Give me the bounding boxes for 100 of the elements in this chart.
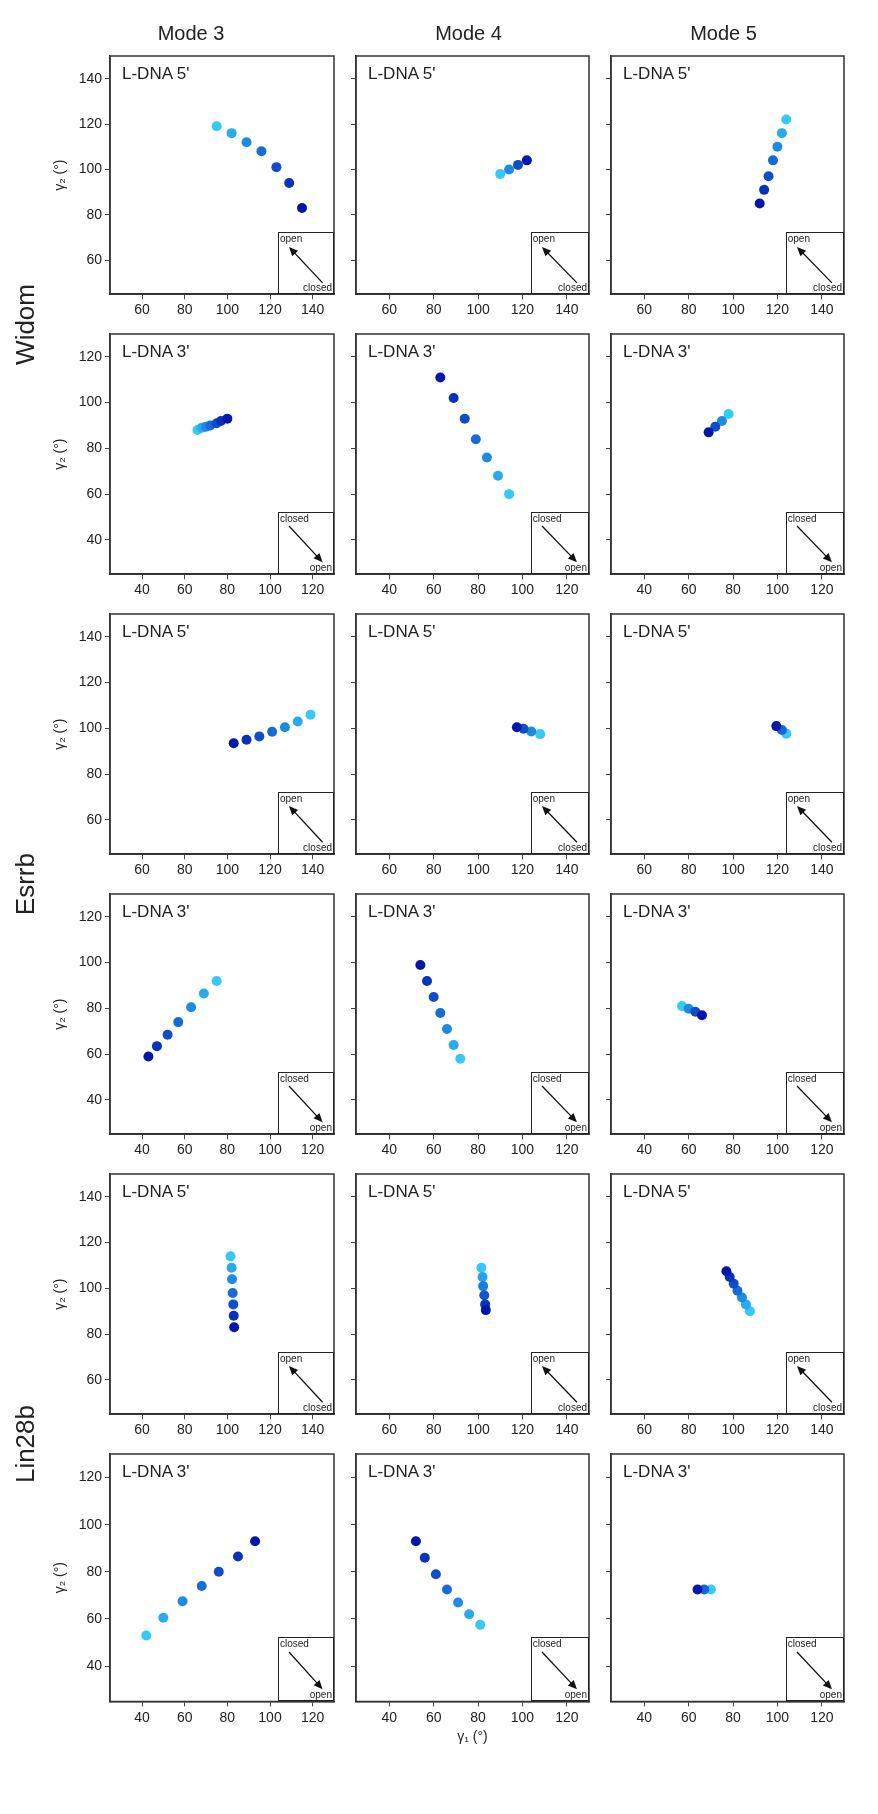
x-tick-label: 120 xyxy=(810,581,834,598)
y-tick-label: 120 xyxy=(78,1468,103,1485)
point xyxy=(227,1287,238,1298)
y-tick-label: 120 xyxy=(78,907,103,924)
y-axis-title: γ₂ (°) xyxy=(51,998,68,1030)
x-tick-label: 60 xyxy=(425,1708,442,1725)
annotation: L-DNA 3' xyxy=(623,902,691,922)
x-tick-label: 60 xyxy=(680,1141,697,1158)
x-tick-label: 80 xyxy=(470,1141,487,1158)
chart-title: Mode 4 xyxy=(435,21,502,44)
annotation: closed xyxy=(532,512,562,524)
point xyxy=(213,1566,224,1577)
x-tick-label: 40 xyxy=(381,1708,398,1725)
annotation: L-DNA 3' xyxy=(122,902,190,922)
point xyxy=(241,137,252,148)
point xyxy=(254,731,265,742)
point xyxy=(511,722,522,733)
y-tick-label: 100 xyxy=(78,953,103,970)
point xyxy=(475,1619,486,1630)
point xyxy=(441,1023,452,1034)
x-tick-label: 100 xyxy=(721,861,745,878)
x-tick-label: 120 xyxy=(555,581,579,598)
point xyxy=(279,722,290,733)
annotation: L-DNA 5' xyxy=(623,64,691,84)
x-tick-label: 100 xyxy=(215,1421,240,1438)
inset-frame: open closed xyxy=(785,791,844,855)
annotation: open xyxy=(280,233,303,245)
y-tick-label: 60 xyxy=(86,251,103,268)
y-tick-label: 140 xyxy=(78,627,103,644)
annotation: open xyxy=(787,1352,810,1364)
inset-frame: open closed xyxy=(278,232,334,295)
x-tick-label: 120 xyxy=(765,301,790,318)
annotation: open xyxy=(564,562,587,574)
point xyxy=(512,159,523,170)
inset-frame: open closed xyxy=(785,232,844,295)
y-tick-label: 80 xyxy=(86,1562,103,1579)
chart-title: Mode 5 xyxy=(690,21,757,44)
x-tick-label: 80 xyxy=(725,1708,742,1725)
point xyxy=(241,734,252,745)
x-tick-label: 100 xyxy=(258,1708,282,1725)
annotation: open xyxy=(564,1689,587,1701)
point xyxy=(441,1584,452,1595)
x-tick-label: 60 xyxy=(134,301,150,318)
point xyxy=(493,470,504,481)
y-tick-label: 40 xyxy=(86,1090,103,1107)
x-tick-label: 80 xyxy=(680,301,697,318)
annotation: L-DNA 5' xyxy=(122,64,190,84)
x-tick-label: 60 xyxy=(176,1708,193,1725)
x-tick-label: 120 xyxy=(555,1708,579,1725)
x-tick-label: 60 xyxy=(381,301,398,318)
point xyxy=(464,1609,475,1620)
x-tick-label: 60 xyxy=(381,1421,398,1438)
y-tick-label: 80 xyxy=(86,205,103,222)
annotation: L-DNA 5' xyxy=(368,1182,436,1202)
x-tick-label: 140 xyxy=(555,301,579,318)
x-tick-label: 100 xyxy=(510,581,535,598)
point xyxy=(222,413,233,424)
x-tick-label: 40 xyxy=(134,1141,150,1158)
inset-frame: closed open xyxy=(530,1071,589,1135)
annotation: closed xyxy=(558,1402,587,1414)
point xyxy=(229,1322,240,1333)
x-tick-label: 100 xyxy=(721,1421,745,1438)
annotation: closed xyxy=(787,1638,817,1650)
point xyxy=(143,1051,154,1062)
x-tick-label: 60 xyxy=(680,581,697,598)
point xyxy=(227,1274,238,1285)
annotation: closed xyxy=(787,1072,817,1084)
annotation: closed xyxy=(280,1072,309,1084)
annotation: open xyxy=(819,1689,842,1701)
y-tick-label: 120 xyxy=(78,114,103,131)
point xyxy=(481,452,492,463)
x-tick-label: 120 xyxy=(555,1141,579,1158)
annotation: L-DNA 5' xyxy=(368,622,436,642)
x-tick-label: 100 xyxy=(215,301,240,318)
x-tick-label: 40 xyxy=(134,581,150,598)
x-tick-label: 120 xyxy=(258,1421,282,1438)
x-tick-label: 140 xyxy=(810,301,834,318)
annotation: open xyxy=(787,792,810,804)
point xyxy=(151,1041,162,1052)
y-tick-label: 80 xyxy=(86,764,103,781)
point xyxy=(710,421,721,432)
inset-frame: closed open xyxy=(785,1071,844,1135)
y-tick-label: 100 xyxy=(78,393,103,410)
x-tick-label: 120 xyxy=(258,301,282,318)
annotation: L-DNA 5' xyxy=(623,622,691,642)
point xyxy=(177,1596,188,1607)
x-tick-label: 60 xyxy=(134,1421,150,1438)
point xyxy=(477,1271,488,1282)
x-tick-label: 140 xyxy=(300,1421,325,1438)
x-tick-label: 80 xyxy=(470,581,487,598)
point xyxy=(781,114,792,125)
annotation: open xyxy=(280,1352,303,1364)
y-tick-label: 60 xyxy=(86,1609,103,1626)
x-tick-label: 120 xyxy=(765,861,790,878)
point xyxy=(430,1569,441,1580)
point xyxy=(736,1292,747,1303)
x-tick-label: 40 xyxy=(381,581,398,598)
point xyxy=(448,393,459,404)
annotation: open xyxy=(564,1122,587,1134)
x-tick-label: 80 xyxy=(680,861,697,878)
